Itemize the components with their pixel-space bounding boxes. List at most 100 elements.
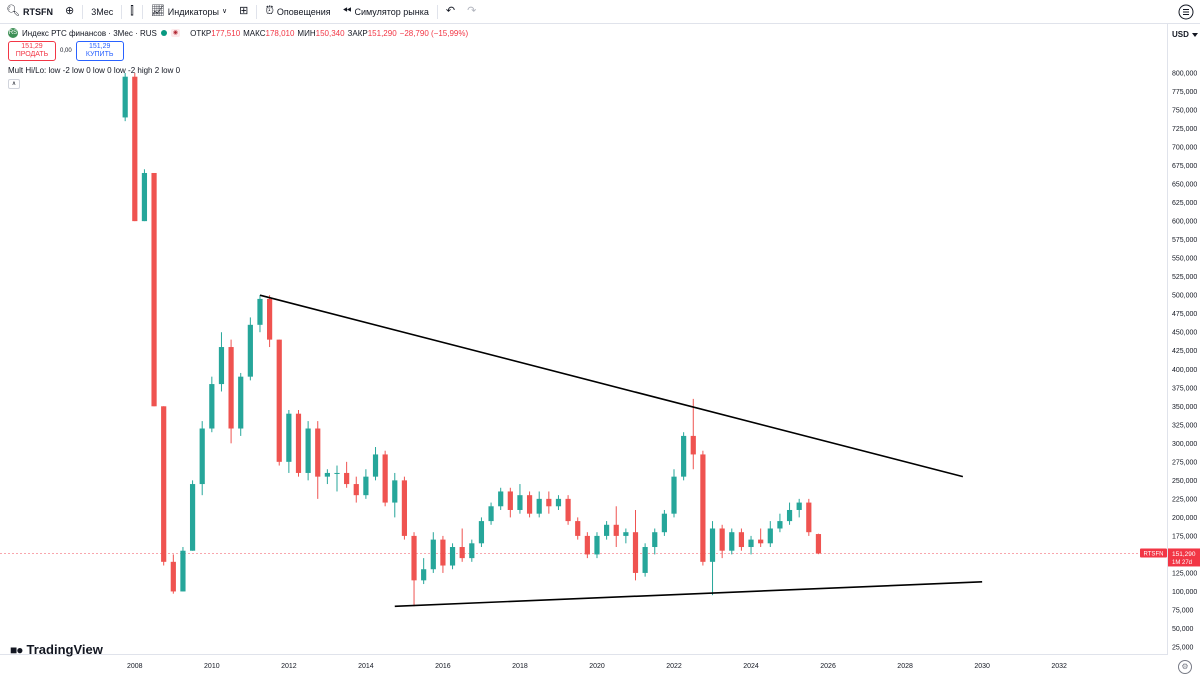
candle — [459, 528, 465, 562]
candle-body — [652, 532, 658, 548]
y-tick-label: 800,000 — [1172, 71, 1197, 78]
candle-body — [382, 454, 388, 503]
undo-button[interactable]: ↶ — [440, 0, 461, 24]
candle — [151, 172, 157, 407]
candle-body — [459, 547, 465, 559]
close-value: 151,290 — [367, 28, 397, 38]
time-axis-settings-button[interactable]: ⚙ — [1178, 660, 1192, 674]
candle — [161, 406, 167, 566]
y-tick-label: 475,000 — [1172, 311, 1197, 318]
candle — [642, 543, 648, 577]
candle-body — [700, 454, 706, 562]
candle — [777, 513, 783, 533]
trendlines[interactable] — [259, 294, 983, 608]
x-tick-label: 2024 — [743, 663, 759, 670]
candle-body — [671, 476, 677, 514]
candle-body — [488, 506, 494, 522]
candle — [132, 73, 138, 222]
interval-button[interactable]: 3Мес — [85, 0, 119, 24]
candle — [786, 502, 793, 525]
candle — [189, 480, 196, 551]
candle — [344, 461, 350, 488]
lower-trendline[interactable] — [394, 581, 983, 608]
y-tick-label: 200,000 — [1172, 515, 1197, 522]
series-legend[interactable]: RS Индекс РТС финансов · 3Мес · RUS ◉ ОТ… — [8, 27, 471, 39]
x-tick-label: 2010 — [204, 663, 220, 670]
replay-button[interactable]: ⏪︎ Симулятор рынка — [337, 0, 435, 24]
y-tick-label: 400,000 — [1172, 367, 1197, 374]
candle-body — [681, 435, 687, 477]
currency-selector[interactable]: USD — [1172, 30, 1198, 39]
rewind-icon: ⏪︎ — [342, 5, 352, 17]
candle-body — [170, 561, 176, 592]
collapse-legend-button[interactable]: ∧ — [8, 79, 20, 89]
candle-body — [507, 491, 513, 510]
candle-body — [536, 498, 542, 514]
open-key: ОТКР — [190, 28, 212, 38]
close-key: ЗАКР — [347, 28, 368, 38]
candle-body — [584, 535, 590, 555]
spread-value: 0,00 — [60, 48, 72, 54]
candle — [546, 491, 552, 514]
candle — [209, 376, 215, 433]
add-symbol-button[interactable]: ⊕ — [59, 0, 80, 24]
candle-body — [661, 513, 667, 533]
indicators-button[interactable]: 📈︎ Индикаторы ∨ — [145, 0, 233, 24]
chart-type-button[interactable]: ⫿ — [124, 0, 140, 24]
candle-body — [594, 535, 600, 555]
candle — [623, 528, 629, 544]
y-tick-label: 700,000 — [1172, 145, 1197, 152]
candle — [594, 532, 600, 559]
candle — [267, 295, 273, 348]
candle — [738, 528, 745, 551]
redo-button[interactable]: ↷ — [461, 0, 482, 24]
candle — [661, 509, 667, 536]
redo-icon: ↷ — [467, 5, 477, 17]
y-tick-label: 725,000 — [1172, 126, 1197, 133]
candle — [411, 532, 417, 607]
last-price-tag-bg — [1168, 548, 1200, 567]
candle — [141, 169, 148, 222]
time-axis-border — [0, 654, 1168, 655]
price-axis[interactable]: 25,00050,00075,000100,000125,000150,0001… — [1172, 71, 1197, 652]
candle — [315, 421, 321, 499]
x-tick-label: 2030 — [974, 663, 990, 670]
candle-body — [729, 532, 735, 551]
eye-toggle-icon[interactable]: ◉ — [170, 29, 181, 37]
trade-buttons: 151,29 ПРОДАТЬ 0,00 151,29 КУПИТЬ — [8, 41, 124, 61]
hamburger-circle-icon[interactable] — [1178, 4, 1194, 20]
symbol-label: RTSFN — [22, 6, 53, 17]
upper-trendline[interactable] — [259, 294, 964, 478]
y-tick-label: 500,000 — [1172, 293, 1197, 300]
candle — [632, 509, 639, 581]
candle-body — [806, 502, 812, 533]
indicator-legend[interactable]: Mult Hi/Lo: low -2 low 0 low 0 low -2 hi… — [8, 66, 181, 75]
candle-body — [228, 347, 234, 429]
candle-body — [267, 298, 273, 340]
tradingview-logo[interactable]: ■● TradingView — [10, 642, 103, 657]
time-axis[interactable]: 2008 2010 2012 2014 2016 2018 2020 2022 2024 2026… — [127, 663, 1067, 670]
change-value: −28,790 (−15,99%) — [399, 28, 469, 38]
candle-body — [209, 384, 215, 429]
candle — [796, 498, 802, 518]
x-tick-label: 2012 — [281, 663, 297, 670]
candle — [257, 295, 263, 333]
candle-body — [738, 532, 745, 548]
candle — [401, 476, 408, 540]
sell-price: 151,29 — [21, 43, 43, 50]
candle-body — [305, 428, 311, 473]
candle — [681, 432, 687, 481]
alarm-clock-icon: ⏰︎ — [265, 5, 274, 17]
candle — [729, 528, 735, 555]
candles-icon: ⫿ — [130, 5, 134, 17]
candle — [517, 484, 523, 514]
x-tick-label: 2008 — [127, 663, 143, 670]
layouts-button[interactable]: ⊞ — [233, 0, 254, 24]
alerts-button[interactable]: ⏰︎ Оповещения — [259, 0, 336, 24]
candle-body — [623, 532, 629, 536]
symbol-search[interactable]: 🔍︎ RTSFN — [0, 0, 59, 24]
sell-button[interactable]: 151,29 ПРОДАТЬ — [8, 41, 56, 61]
buy-button[interactable]: 151,29 КУПИТЬ — [75, 41, 124, 61]
candle-body — [575, 521, 581, 536]
